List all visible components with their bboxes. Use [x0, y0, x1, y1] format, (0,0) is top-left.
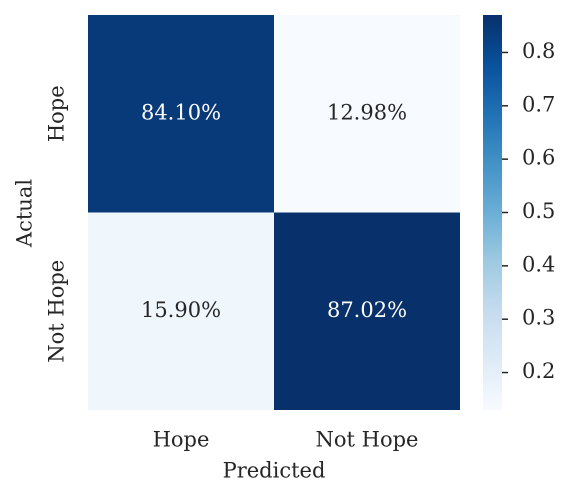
cell-value-label: 84.10%	[141, 100, 221, 124]
y-tick-label: Not Hope	[45, 260, 69, 363]
heatmap-cell	[88, 212, 274, 410]
colorbar	[483, 15, 502, 410]
heatmap-cell	[274, 212, 460, 410]
cell-value-label: 87.02%	[327, 298, 407, 322]
y-axis-label: Actual	[13, 179, 37, 248]
colorbar-tick-label: 0.4	[522, 252, 555, 276]
x-tick-label: Hope	[153, 428, 210, 452]
colorbar-tick-label: 0.3	[522, 306, 555, 330]
x-tick-label: Not Hope	[316, 428, 419, 452]
colorbar-tick-label: 0.5	[522, 199, 555, 223]
y-tick-label: Hope	[45, 85, 69, 142]
heatmap-cell	[88, 15, 274, 213]
x-axis-label: Predicted	[223, 459, 326, 483]
colorbar-tick-label: 0.6	[522, 146, 555, 170]
heatmap-cell	[274, 15, 460, 213]
cell-value-label: 15.90%	[141, 298, 221, 322]
colorbar-tick-label: 0.7	[522, 92, 555, 116]
colorbar-tick-label: 0.8	[522, 39, 555, 63]
colorbar-tick-label: 0.2	[522, 359, 555, 383]
cell-value-label: 12.98%	[327, 100, 407, 124]
